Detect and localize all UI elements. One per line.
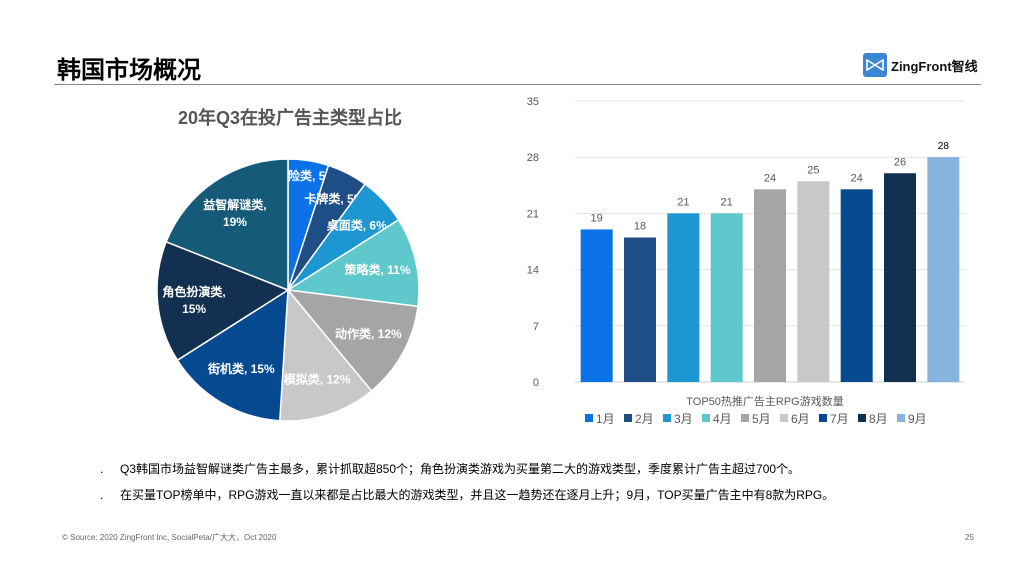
bar [710,213,743,382]
legend-label: 5月 [752,412,771,426]
bar [580,229,613,382]
legend-swatch [780,414,788,422]
pie-slice [286,289,419,392]
legend-label: 4月 [713,412,732,426]
bar [840,189,873,382]
bullet-item: . 在买量TOP榜单中，RPG游戏一直以来都是占比最大的游戏类型，并且这一趋势还在… [100,488,835,502]
legend-label: 6月 [791,412,810,426]
legend-label: 3月 [674,412,693,426]
bar-data-label: 18 [634,220,646,232]
pie-slice [156,240,290,362]
logo-text: ZingFront智线 [891,58,978,74]
pie-slice [165,158,289,292]
legend-label: 1月 [596,412,615,426]
pie-label: 模拟类, 12% [284,372,351,387]
y-tick-label: 21 [527,208,539,220]
bar-data-label: 26 [894,156,906,168]
pie-title: 20年Q3在投广告主类型占比 [177,108,403,128]
bar [754,189,786,382]
pie-label: 15% [182,302,206,316]
bar [667,213,700,382]
bar-data-label: 19 [591,212,603,224]
bar-data-label: 21 [721,196,733,208]
bar-data-label: 21 [677,196,689,208]
y-tick-label: 35 [527,96,539,108]
bar-data-label: 24 [851,172,863,184]
legend-label: 9月 [908,412,927,426]
bar-data-label: 28 [938,141,950,152]
legend-swatch [858,414,866,422]
legend-swatch [624,414,632,422]
legend-swatch [702,414,710,422]
logo-icon [863,53,887,77]
bar [927,157,960,382]
legend-swatch [819,414,827,422]
y-tick-label: 14 [527,265,539,277]
y-tick-label: 28 [527,152,539,164]
legend-swatch [663,414,671,422]
source-note: © Source: 2020 ZingFront Inc, SocialPeta… [62,533,277,542]
legend-label: 8月 [869,412,888,426]
logo: ZingFront智线 [863,53,978,77]
header-divider [54,84,981,85]
pie-label: 探险类, 5% [276,168,336,183]
bar-chart-title: TOP50热推广告主RPG游戏数量 [686,394,844,408]
pie-label: 卡牌类, 5% [304,191,364,206]
bar-data-label: 24 [764,172,776,184]
pie-slice [285,218,420,308]
legend-label: 2月 [635,412,654,426]
y-tick-label: 7 [533,321,539,333]
bullet-list: . Q3韩国市场益智解谜类广告主最多，累计抓取超850个；角色扮演类游戏为买量第二… [100,460,834,512]
bullet-item: . Q3韩国市场益智解谜类广告主最多，累计抓取超850个；角色扮演类游戏为买量第二… [100,462,801,476]
pie-label: 动作类, 12% [335,326,402,341]
pie-label: 街机类, 15% [207,361,275,376]
page-title: 韩国市场概况 [57,57,201,84]
legend-swatch [897,414,905,422]
legend-label: 7月 [830,412,849,426]
bar [884,173,916,382]
bar [797,181,830,382]
pie-label: 策略类, 11% [344,262,410,277]
pie-slice [176,288,289,422]
legend-swatch [741,414,749,422]
page-number: 25 [965,533,974,542]
pie-slice [278,288,373,422]
pie-label: 桌面类, 6% [326,217,387,232]
bar [624,237,656,382]
bar-data-label: 25 [807,164,819,176]
legend-swatch [585,414,593,422]
pie-label: 19% [223,215,247,229]
y-tick-label: 0 [533,377,539,389]
pie-label: 角色扮演类, [162,284,225,299]
pie-label: 益智解谜类, [203,197,266,212]
